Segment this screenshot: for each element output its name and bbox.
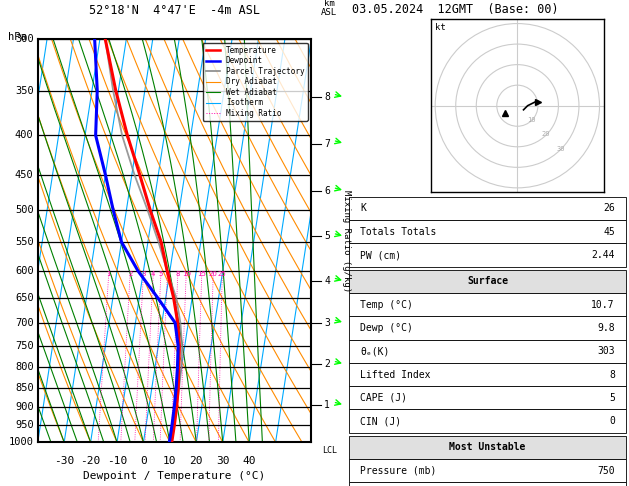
Text: km
ASL: km ASL: [321, 0, 337, 17]
Bar: [349, 435, 626, 459]
Text: 800: 800: [15, 363, 33, 372]
Text: 8: 8: [609, 369, 615, 380]
Text: 4: 4: [151, 271, 155, 277]
Bar: [349, 316, 626, 340]
Text: 2.44: 2.44: [591, 250, 615, 260]
Text: 700: 700: [15, 318, 33, 328]
Bar: [349, 340, 626, 363]
Text: Most Unstable: Most Unstable: [449, 442, 526, 452]
Text: 450: 450: [15, 170, 33, 180]
Text: 03.05.2024  12GMT  (Base: 00): 03.05.2024 12GMT (Base: 00): [352, 2, 559, 16]
Text: 5: 5: [159, 271, 164, 277]
Text: θₑ(K): θₑ(K): [360, 346, 389, 356]
Text: 8: 8: [324, 92, 330, 102]
Text: 6: 6: [324, 186, 330, 196]
Text: 600: 600: [15, 266, 33, 276]
Bar: [349, 220, 626, 243]
Legend: Temperature, Dewpoint, Parcel Trajectory, Dry Adiabat, Wet Adiabat, Isotherm, Mi: Temperature, Dewpoint, Parcel Trajectory…: [203, 43, 308, 121]
Text: 750: 750: [15, 341, 33, 351]
Text: 20: 20: [209, 271, 218, 277]
Text: kt: kt: [435, 23, 446, 32]
Text: Temp (°C): Temp (°C): [360, 299, 413, 310]
Bar: [349, 459, 626, 482]
Text: Pressure (mb): Pressure (mb): [360, 466, 437, 476]
Text: Totals Totals: Totals Totals: [360, 227, 437, 237]
Text: Dewpoint / Temperature (°C): Dewpoint / Temperature (°C): [84, 471, 265, 481]
Bar: [349, 386, 626, 410]
Text: Surface: Surface: [467, 276, 508, 286]
Bar: [349, 410, 626, 433]
Text: 1: 1: [324, 400, 330, 410]
Text: K: K: [360, 204, 366, 213]
Text: 9.8: 9.8: [597, 323, 615, 333]
Text: 2: 2: [324, 359, 330, 369]
Text: CAPE (J): CAPE (J): [360, 393, 407, 403]
Text: 950: 950: [15, 420, 33, 430]
Text: 5: 5: [324, 231, 330, 242]
Text: 350: 350: [15, 86, 33, 96]
Text: 10.7: 10.7: [591, 299, 615, 310]
Text: 1000: 1000: [9, 437, 33, 447]
Text: 6: 6: [165, 271, 170, 277]
Text: 300: 300: [15, 34, 33, 44]
Text: 303: 303: [597, 346, 615, 356]
Text: 20: 20: [189, 456, 203, 467]
Text: -30: -30: [54, 456, 74, 467]
Text: 20: 20: [542, 131, 550, 138]
Text: 750: 750: [597, 466, 615, 476]
Text: 650: 650: [15, 293, 33, 303]
Bar: [349, 197, 626, 220]
Text: hPa: hPa: [8, 32, 27, 42]
Text: 10: 10: [528, 117, 536, 123]
Text: 500: 500: [15, 205, 33, 215]
Bar: [349, 270, 626, 293]
Text: Dewp (°C): Dewp (°C): [360, 323, 413, 333]
Text: 10: 10: [163, 456, 177, 467]
Text: 5: 5: [609, 393, 615, 403]
Text: 3: 3: [142, 271, 146, 277]
Text: 900: 900: [15, 402, 33, 412]
Text: 2: 2: [128, 271, 133, 277]
Text: 26: 26: [603, 204, 615, 213]
Text: LCL: LCL: [322, 446, 337, 454]
Text: 7: 7: [324, 139, 330, 149]
Bar: [349, 243, 626, 267]
Text: 1: 1: [107, 271, 111, 277]
Text: -20: -20: [81, 456, 101, 467]
Text: PW (cm): PW (cm): [360, 250, 401, 260]
Text: 52°18'N  4°47'E  -4m ASL: 52°18'N 4°47'E -4m ASL: [89, 4, 260, 17]
Text: 400: 400: [15, 130, 33, 140]
Text: 0: 0: [140, 456, 147, 467]
Text: 10: 10: [182, 271, 191, 277]
Bar: [349, 293, 626, 316]
Text: 40: 40: [242, 456, 256, 467]
Text: 30: 30: [556, 146, 565, 152]
Text: 850: 850: [15, 383, 33, 393]
Text: CIN (J): CIN (J): [360, 416, 401, 426]
Text: 30: 30: [216, 456, 230, 467]
Text: 15: 15: [198, 271, 206, 277]
Text: 8: 8: [175, 271, 181, 277]
Bar: [349, 482, 626, 486]
Text: Mixing Ratio (g/kg): Mixing Ratio (g/kg): [342, 190, 351, 292]
Bar: [349, 363, 626, 386]
Text: 4: 4: [324, 276, 330, 286]
Text: 25: 25: [218, 271, 226, 277]
Text: Lifted Index: Lifted Index: [360, 369, 431, 380]
Text: 3: 3: [324, 318, 330, 328]
Text: 45: 45: [603, 227, 615, 237]
Text: 550: 550: [15, 237, 33, 247]
Text: -10: -10: [107, 456, 127, 467]
Text: 0: 0: [609, 416, 615, 426]
